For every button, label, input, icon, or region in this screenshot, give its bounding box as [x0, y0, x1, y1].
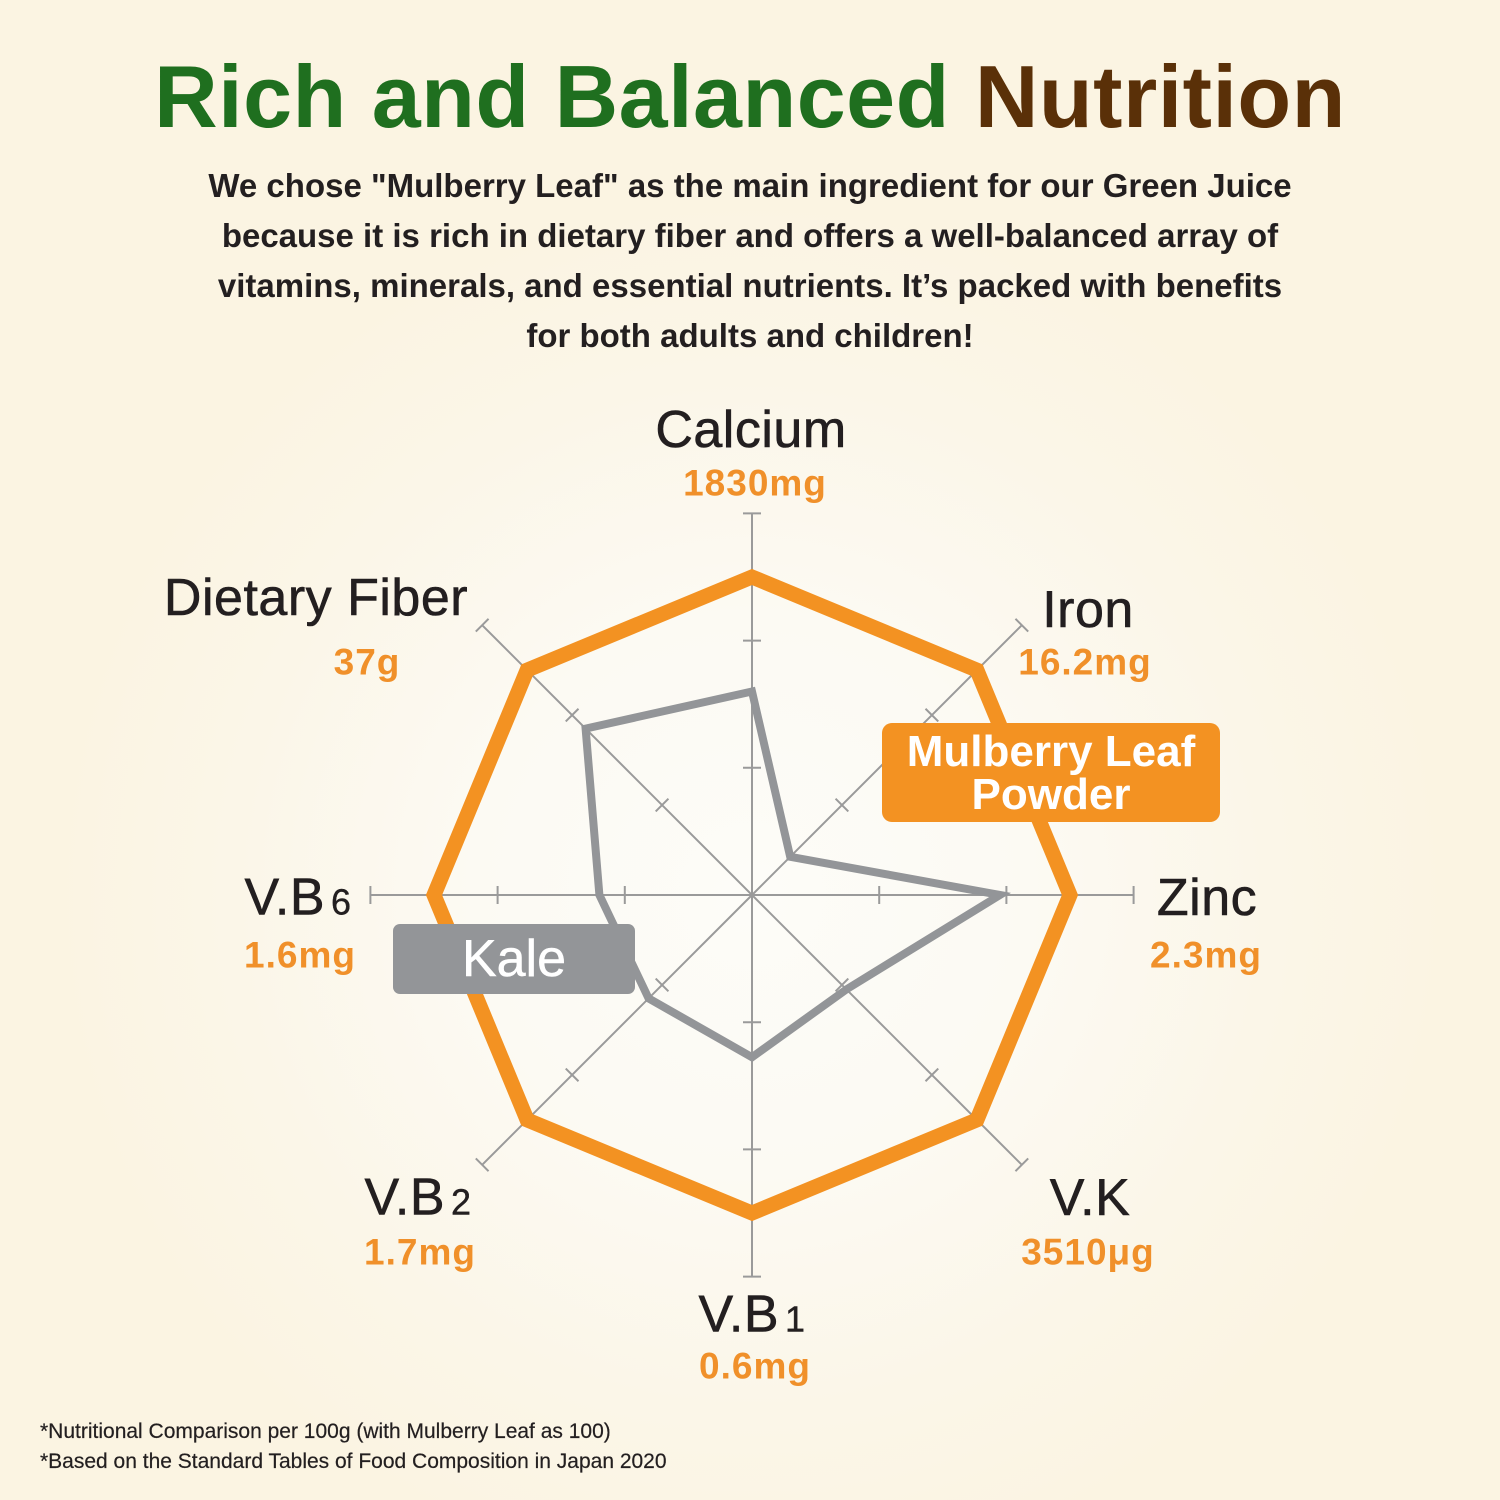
- footnote: *Based on the Standard Tables of Food Co…: [40, 1450, 667, 1473]
- axis-tick: [924, 708, 939, 723]
- legend-mulberry-line2: Powder: [971, 769, 1131, 819]
- axis-value-vitamin-b2: 1.7mg: [364, 1231, 476, 1273]
- axis-tick: [1014, 618, 1029, 633]
- axis-value-vitamin-b1: 0.6mg: [699, 1345, 811, 1387]
- axis-value-calcium: 1830mg: [683, 462, 827, 504]
- axis-label-calcium: Calcium: [655, 401, 847, 459]
- axis-label-vitamin-b2: V.B 2: [364, 1168, 472, 1229]
- footnotes: *Nutritional Comparison per 100g (with M…: [40, 1417, 667, 1477]
- axis-name: V.B: [698, 1285, 780, 1344]
- axis-tick: [654, 797, 670, 813]
- axis-tick: [475, 1157, 490, 1172]
- axis-name: Iron: [1042, 581, 1134, 639]
- intro-line: vitamins, minerals, and essential nutrie…: [217, 267, 1283, 304]
- intro-line: because it is rich in dietary fiber and …: [221, 217, 1279, 254]
- axis-name: Zinc: [1156, 869, 1258, 927]
- axis-value-iron: 16.2mg: [1018, 641, 1152, 683]
- axis-name: V.B: [244, 868, 326, 927]
- axis-tick: [1014, 1157, 1029, 1172]
- axis-tick: [654, 977, 670, 993]
- axis-tick: [834, 797, 850, 813]
- page-title: Rich and Balanced Nutrition: [0, 53, 1500, 141]
- axis-value-dietary-fiber: 37g: [333, 641, 401, 683]
- intro-line: We chose "Mulberry Leaf" as the main ing…: [208, 167, 1292, 204]
- intro-paragraph: We chose "Mulberry Leaf" as the main ing…: [0, 161, 1500, 361]
- axis-name-subscript: 1: [785, 1298, 806, 1340]
- axis-tick: [565, 1067, 580, 1082]
- axis-name: V.B: [364, 1168, 446, 1227]
- axis-tick: [475, 618, 490, 633]
- title-brown-part: Nutrition: [974, 47, 1346, 146]
- axis-label-vitamin-b1: V.B 1: [698, 1285, 806, 1346]
- axis-value-vitamin-b6: 1.6mg: [244, 934, 356, 976]
- axis-name: V.K: [1049, 1169, 1131, 1227]
- legend-mulberry-line1: Mulberry Leaf: [906, 726, 1196, 776]
- axis-label-vitamin-k: V.K: [1049, 1169, 1131, 1227]
- axis-name-subscript: 2: [451, 1181, 472, 1223]
- footnote: *Nutritional Comparison per 100g (with M…: [40, 1420, 611, 1443]
- title-green-part: Rich and Balanced: [154, 47, 950, 146]
- series-kale: [581, 686, 1011, 1062]
- axis-name: Calcium: [655, 401, 847, 459]
- axis-tick: [834, 977, 850, 993]
- legend-mulberry-leaf-powder: Mulberry Leaf Powder: [882, 723, 1220, 822]
- legend-kale: Kale: [393, 924, 635, 994]
- axis-tick: [924, 1067, 939, 1082]
- intro-line: for both adults and children!: [526, 317, 974, 354]
- axis-name: Dietary Fiber: [163, 569, 469, 627]
- axis-label-zinc: Zinc: [1156, 869, 1258, 927]
- axis-value-zinc: 2.3mg: [1150, 934, 1262, 976]
- radar-axes: [369, 512, 1135, 1278]
- axis-tick: [565, 708, 580, 723]
- axis-label-dietary-fiber: Dietary Fiber: [163, 569, 469, 627]
- axis-value-vitamin-k: 3510μg: [1021, 1231, 1155, 1273]
- axis-label-vitamin-b6: V.B 6: [244, 868, 352, 929]
- axis-name-subscript: 6: [331, 881, 352, 923]
- legend-kale-label: Kale: [461, 930, 567, 988]
- axis-label-iron: Iron: [1042, 581, 1134, 639]
